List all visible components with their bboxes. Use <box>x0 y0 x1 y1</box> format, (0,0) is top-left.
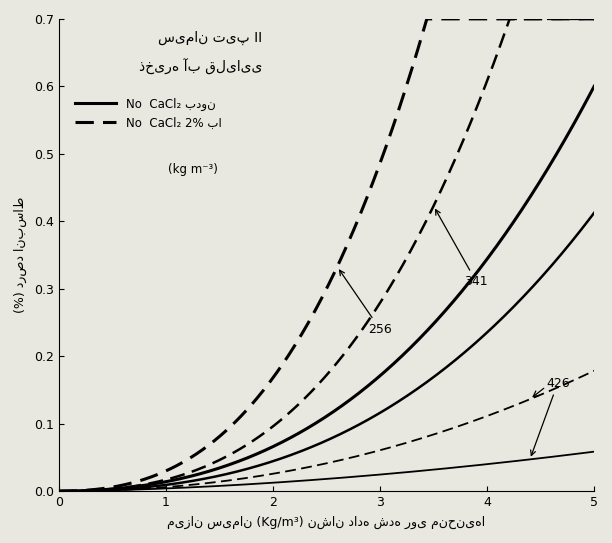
Text: 426: 426 <box>531 377 570 456</box>
Text: (kg m⁻³): (kg m⁻³) <box>168 163 218 176</box>
X-axis label: میزان سیمان (Kg/m³) نشان داده شده روی منحنی‌ها: میزان سیمان (Kg/m³) نشان داده شده روی من… <box>168 516 485 529</box>
Text: 256: 256 <box>340 270 392 336</box>
Text: سیمان تیپ II: سیمان تیپ II <box>158 31 263 45</box>
Legend: No  CaCl₂ بدون, No  CaCl₂ 2% با: No CaCl₂ بدون, No CaCl₂ 2% با <box>70 93 226 135</box>
Text: 341: 341 <box>436 210 488 288</box>
Text: ذخیره آب قلیایی: ذخیره آب قلیایی <box>139 59 263 75</box>
Y-axis label: (%) درصد انبساط: (%) درصد انبساط <box>14 197 27 313</box>
